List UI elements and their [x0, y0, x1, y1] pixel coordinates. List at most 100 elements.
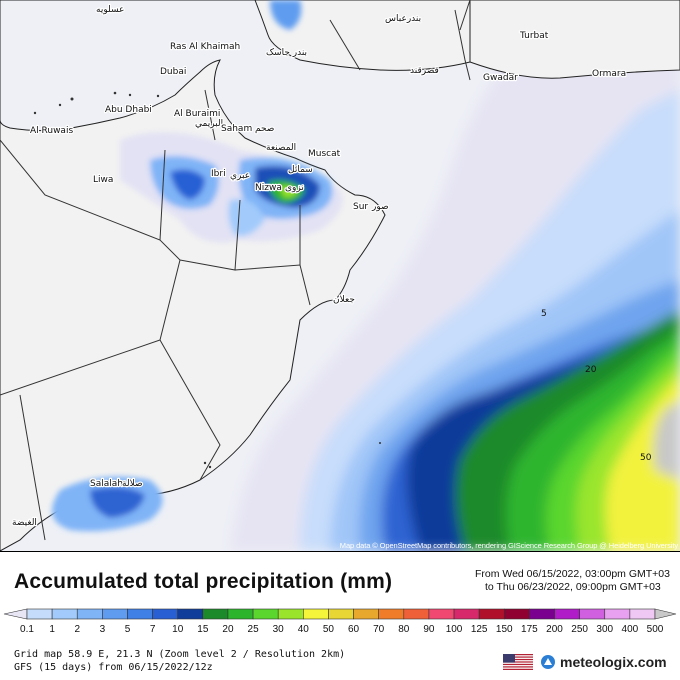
chart-title: Accumulated total precipitation (mm) — [14, 570, 393, 593]
city-name: نزوى — [285, 183, 304, 193]
map-attribution[interactable]: Map data © OpenStreetMap contributors, r… — [339, 541, 678, 550]
scale-tick-label: 20 — [222, 624, 234, 635]
scale-swatch — [51, 608, 78, 620]
scale-tick-label: 15 — [197, 624, 209, 635]
scale-tick-label: 60 — [347, 624, 360, 635]
brand-name: meteologix.com — [560, 654, 667, 670]
city-name: عبري — [230, 171, 250, 181]
city-name: Saham — [221, 124, 252, 134]
city-label-halo: سمائل — [288, 165, 313, 175]
scale-swatch — [378, 608, 405, 620]
city-label-halo: Dubai — [160, 67, 186, 77]
city-label-halo: Muscat — [308, 149, 341, 159]
land — [0, 0, 680, 551]
city-label-halo: Sur — [353, 202, 368, 212]
city-name: Ibri — [211, 169, 226, 179]
scale-tick-label: 30 — [272, 624, 284, 635]
land-precipitation — [52, 0, 343, 532]
scale-tick-label: 40 — [297, 624, 309, 635]
city-name: Ormara — [592, 69, 626, 79]
city-name: Muscat — [308, 149, 341, 159]
city-label-halo: Ras Al Khaimah — [170, 42, 240, 52]
scale-tick-label: 90 — [423, 624, 435, 635]
scale-tick-label: 300 — [596, 624, 614, 635]
city-label-halo: Nizwa — [255, 183, 282, 193]
scale-swatch — [277, 608, 304, 620]
us-flag-icon[interactable] — [503, 654, 533, 670]
city-label-halo: Gwadar — [483, 73, 518, 83]
city-label-halo: المصنعة — [266, 143, 296, 153]
scale-tick-label: 7 — [149, 624, 156, 635]
city-label-halo: Salalah — [90, 479, 123, 489]
city-label-halo: صحم — [255, 124, 274, 134]
meteologix-logo-icon — [541, 655, 555, 669]
scale-swatch — [629, 608, 656, 620]
scale-tick-label: 500 — [646, 624, 664, 635]
city-label-halo: عسلويه — [96, 5, 124, 15]
scale-swatch — [478, 608, 505, 620]
scale-swatch — [579, 608, 606, 620]
scale-swatch — [503, 608, 530, 620]
scale-swatch — [152, 608, 179, 620]
precipitation-map[interactable]: Ras Al Khaimah Ras Al Khaimah Dubai Dubai Ab… — [0, 0, 680, 552]
scale-left-arrow — [3, 608, 28, 620]
grid-info: Grid map 58.9 E, 21.3 N (Zoom level 2 / … — [14, 649, 346, 660]
city-name: الغيضة — [12, 518, 37, 528]
city-label-halo: بندرعباس — [385, 14, 421, 24]
city-label-halo: قصرقند — [410, 66, 439, 76]
city-name: المصنعة — [266, 143, 296, 153]
city-name: Nizwa — [255, 183, 282, 193]
scale-swatch — [177, 608, 204, 620]
city-label-halo: بندر جاسک — [266, 48, 307, 58]
scale-tick-label: 200 — [546, 624, 563, 635]
scale-tick-label: 150 — [495, 624, 513, 635]
city-name: صلالة — [122, 479, 143, 489]
city-name: Liwa — [93, 175, 113, 185]
scale-tick-label: 80 — [398, 624, 410, 635]
scale-swatch — [26, 608, 53, 620]
scale-swatch — [127, 608, 153, 620]
brand[interactable]: meteologix.com — [540, 652, 667, 672]
city-label-halo: صلالة — [122, 479, 143, 489]
scale-tick-label: 5 — [124, 624, 131, 635]
scale-tick-label: 100 — [445, 624, 463, 635]
islands — [33, 91, 381, 469]
contour-label: 50 — [640, 453, 652, 463]
model-info: GFS (15 days) from 06/15/2022/12z — [14, 662, 213, 673]
city-label-halo: نزوى — [285, 183, 304, 193]
city-label-halo: Abu Dhabi — [105, 105, 152, 115]
scale-tick-label: 1 — [49, 624, 55, 635]
city-name: بندرعباس — [385, 14, 421, 24]
scale-swatch — [453, 608, 480, 620]
scale-swatch — [328, 608, 354, 620]
scale-swatch — [428, 608, 455, 620]
contour-labels: 5 20 50 — [541, 309, 652, 463]
city-label-halo: Ibri — [211, 169, 226, 179]
scale-swatch — [604, 608, 631, 620]
scale-swatch — [554, 608, 580, 620]
scale-right-arrow — [654, 608, 677, 620]
city-label-halo: Al Ruwais — [30, 126, 73, 136]
city-label-halo: جعلان — [333, 295, 355, 305]
city-label-halo: Turbat — [519, 31, 549, 41]
city-label-halo: البريمي — [195, 119, 223, 129]
color-scale — [3, 608, 677, 620]
color-scale-labels: 0.1 1 2 3 5 7 10 15 20 25 30 40 50 60 70 80 90 100 125 150 1… — [0, 624, 680, 638]
scale-tick-label: 2 — [74, 624, 81, 635]
